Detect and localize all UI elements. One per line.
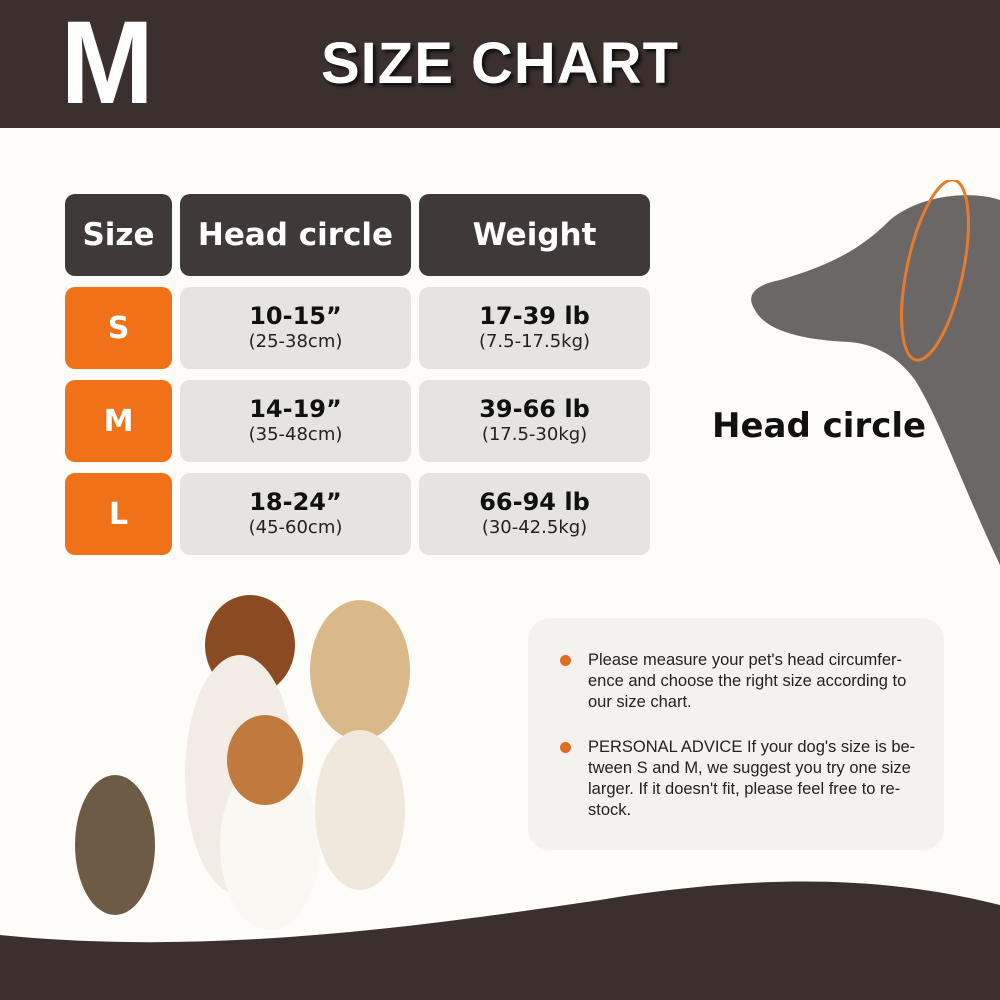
head-cm: (25-38cm) (248, 331, 343, 352)
weight-m: 39-66 lb (17.5-30kg) (419, 380, 650, 462)
dog-silhouette-icon (751, 180, 1000, 565)
bullet-icon (560, 655, 571, 666)
header-size: Size (65, 194, 172, 276)
head-in: 14-19” (249, 395, 342, 423)
head-cm: (45-60cm) (248, 517, 343, 538)
weight-l: 66-94 lb (30-42.5kg) (419, 473, 650, 555)
weight-kg: (30-42.5kg) (481, 517, 588, 538)
head-in: 18-24” (249, 488, 342, 516)
size-s: S (65, 287, 172, 369)
weight-lb: 39-66 lb (479, 395, 590, 423)
header-weight: Weight (419, 194, 650, 276)
head-s: 10-15” (25-38cm) (180, 287, 411, 369)
note-item: Please measure your pet's head circumfer… (560, 650, 920, 713)
weight-lb: 66-94 lb (479, 488, 590, 516)
header-head-circle: Head circle (180, 194, 411, 276)
advice-box: Please measure your pet's head circumfer… (528, 618, 944, 850)
weight-kg: (17.5-30kg) (481, 424, 588, 445)
size-letter: M (60, 0, 154, 129)
measure-ring (900, 180, 970, 362)
dogs-photo (75, 595, 410, 930)
head-circle-label: Head circle (712, 406, 927, 446)
bullet-icon (560, 742, 571, 753)
size-m: M (65, 380, 172, 462)
weight-kg: (7.5-17.5kg) (478, 331, 591, 352)
head-cm: (35-48cm) (248, 424, 343, 445)
size-l: L (65, 473, 172, 555)
head-m: 14-19” (35-48cm) (180, 380, 411, 462)
page-title: SIZE CHART (321, 31, 679, 96)
weight-s: 17-39 lb (7.5-17.5kg) (419, 287, 650, 369)
note-item: PERSONAL ADVICE If your dog's size is be… (560, 737, 920, 821)
note-text: PERSONAL ADVICE If your dog's size is be… (588, 738, 916, 819)
weight-lb: 17-39 lb (479, 302, 590, 330)
note-text: Please measure your pet's head circumfer… (588, 651, 907, 711)
header-bar: M SIZE CHART (0, 0, 1000, 128)
head-in: 10-15” (249, 302, 342, 330)
head-l: 18-24” (45-60cm) (180, 473, 411, 555)
